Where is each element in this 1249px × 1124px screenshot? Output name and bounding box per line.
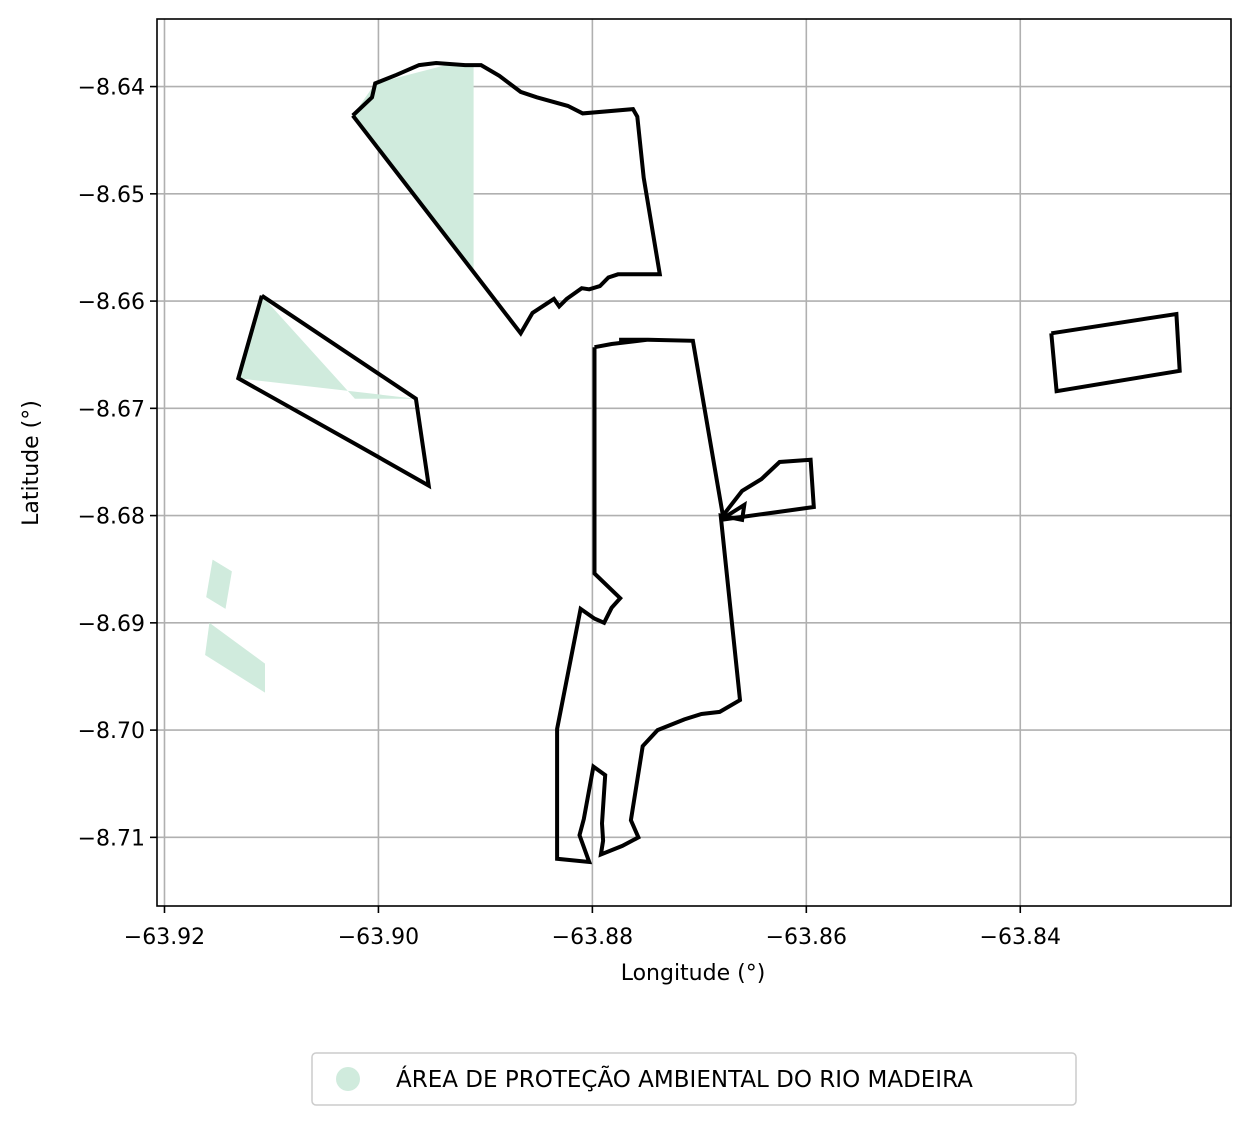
protected-area-polygon bbox=[205, 622, 265, 693]
legend-frame bbox=[311, 1052, 1077, 1106]
y-tick-label: −8.66 bbox=[78, 290, 145, 315]
legend: ÁREA DE PROTEÇÃO AMBIENTAL DO RIO MADEIR… bbox=[311, 1052, 1077, 1106]
grid-lines bbox=[157, 19, 1231, 906]
boundary-outline-layer bbox=[235, 60, 1182, 865]
y-tick-label: −8.67 bbox=[78, 397, 145, 422]
x-tick-label: −63.88 bbox=[552, 925, 633, 950]
x-tick-label: −63.90 bbox=[338, 925, 419, 950]
y-axis-label: Latitude (°) bbox=[19, 400, 44, 526]
y-tick-label: −8.68 bbox=[78, 505, 145, 530]
legend-swatch-icon bbox=[336, 1067, 360, 1091]
protected-area-polygon bbox=[238, 295, 416, 399]
x-axis: −63.92 −63.90 −63.88 −63.86 −63.84 bbox=[124, 906, 1061, 950]
y-tick-label: −8.64 bbox=[78, 76, 145, 101]
protected-area-polygon bbox=[352, 65, 474, 273]
x-tick-label: −63.86 bbox=[766, 925, 847, 950]
protected-area-polygon bbox=[206, 559, 232, 609]
y-tick-label: −8.69 bbox=[78, 612, 145, 637]
x-tick-label: −63.92 bbox=[124, 925, 205, 950]
plot-area-frame bbox=[156, 18, 1232, 907]
boundary-outline bbox=[235, 294, 432, 490]
boundary-outline bbox=[351, 60, 663, 337]
boundary-outline bbox=[1049, 311, 1182, 394]
y-tick-label: −8.65 bbox=[78, 183, 145, 208]
x-axis-label: Longitude (°) bbox=[621, 961, 766, 986]
x-tick-label: −63.84 bbox=[980, 925, 1061, 950]
protected-area-fill-layer bbox=[205, 65, 474, 693]
y-tick-label: −8.70 bbox=[78, 719, 145, 744]
legend-entry-label: ÁREA DE PROTEÇÃO AMBIENTAL DO RIO MADEIR… bbox=[396, 1065, 973, 1093]
boundary-outline bbox=[720, 457, 816, 522]
y-tick-label: −8.71 bbox=[78, 826, 145, 851]
boundary-outline bbox=[555, 337, 747, 865]
y-axis: −8.64 −8.65 −8.66 −8.67 −8.68 −8.69 −8.70 −8.71 bbox=[78, 76, 157, 851]
